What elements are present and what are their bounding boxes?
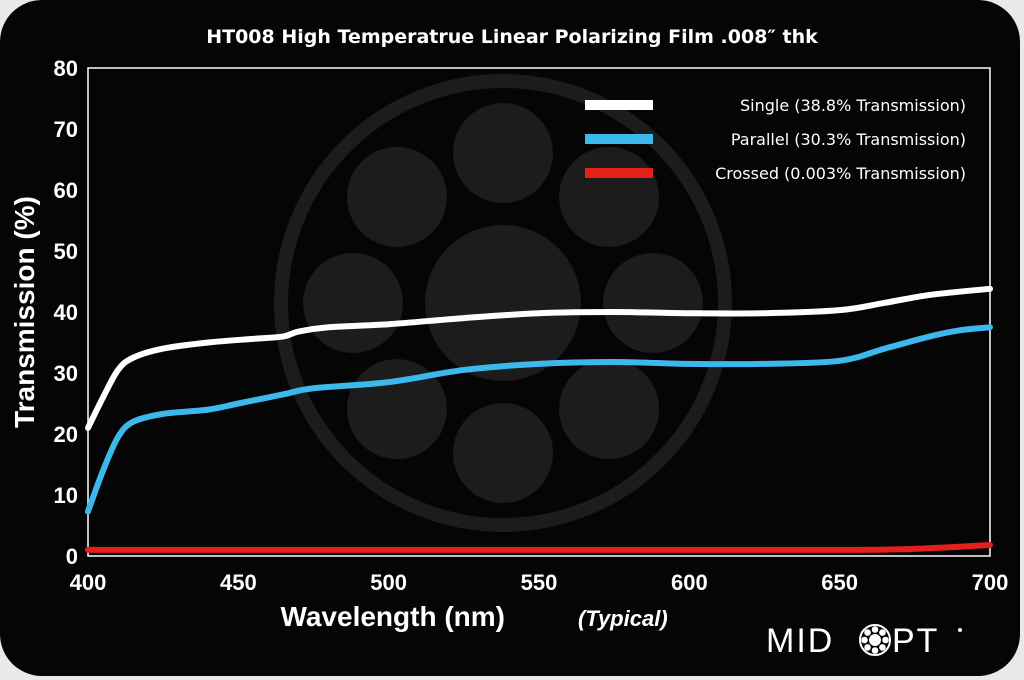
watermark-center [425,225,581,381]
x-tick-label: 650 [821,570,858,595]
watermark-dot [303,253,403,353]
watermark-dot [453,403,553,503]
watermark-dot [453,103,553,203]
x-axis-note: (Typical) [578,606,668,631]
watermark-dot [346,146,447,247]
legend-swatch [585,168,653,178]
x-tick-label: 600 [671,570,708,595]
watermark-dot [603,253,703,353]
legend-label: Crossed (0.003% Transmission) [715,164,966,183]
y-tick-label: 20 [54,422,78,447]
watermark-logo [274,74,732,532]
y-tick-label: 80 [54,56,78,81]
x-tick-label: 450 [220,570,257,595]
x-tick-label: 500 [370,570,407,595]
legend-label: Single (38.8% Transmission) [740,96,966,115]
midopt-logo: MID PT [766,622,962,660]
y-axis-label: Transmission (%) [9,196,40,428]
series-line [85,324,993,515]
series-line [85,542,993,553]
legend-swatch [585,134,653,144]
y-tick-label: 70 [54,117,78,142]
x-tick-label: 400 [70,570,107,595]
x-axis-label: Wavelength (nm) [280,601,505,632]
watermark-dot [559,359,660,460]
y-tick-label: 0 [66,544,78,569]
y-tick-label: 60 [54,178,78,203]
legend-swatch [585,100,653,110]
watermark-dot [559,146,660,247]
x-tick-label: 550 [521,570,558,595]
y-tick-label: 10 [54,483,78,508]
series-line [85,285,993,431]
y-tick-label: 30 [54,361,78,386]
legend-label: Parallel (30.3% Transmission) [731,130,966,149]
plot-frame [87,67,991,557]
y-tick-label: 40 [54,300,78,325]
svg-text:MID: MID [766,622,834,660]
svg-text:PT: PT [892,622,939,660]
x-tick-label: 700 [972,570,1009,595]
watermark-ring [274,74,732,532]
chart-title: HT008 High Temperatrue Linear Polarizing… [206,26,818,48]
y-tick-label: 50 [54,239,78,264]
